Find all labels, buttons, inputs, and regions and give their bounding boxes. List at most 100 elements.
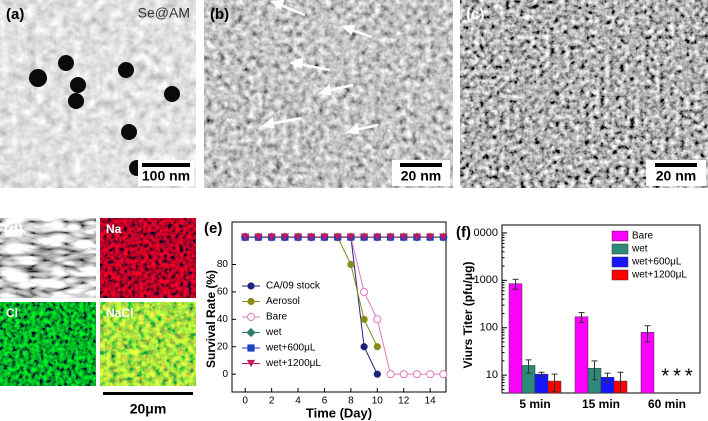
arrows [261, 0, 379, 135]
marker [254, 233, 263, 241]
legend-swatch [611, 243, 629, 255]
marker [386, 233, 395, 241]
legend-label: CA/09 stock [266, 281, 321, 292]
y-tick-label: 0 [222, 369, 228, 380]
legend-label: wet [631, 244, 648, 255]
error-bar [538, 371, 545, 377]
cl-map [0, 302, 96, 386]
bar [574, 316, 589, 394]
marker [346, 233, 355, 241]
marker [373, 370, 381, 378]
y-tick-label: 40 [217, 314, 229, 325]
marker [293, 233, 303, 241]
legend-marker [246, 327, 256, 338]
error-bar [617, 371, 624, 394]
error-bar [512, 278, 519, 290]
error-bar [644, 325, 651, 343]
y-tick-label: 10 [486, 369, 498, 381]
error-bar [604, 372, 611, 383]
y-axis-title: Survival Rate (%) [204, 270, 218, 368]
scale-label: 20μm [130, 401, 167, 417]
marker [267, 233, 276, 241]
y-tick-label: 20 [217, 341, 229, 352]
scale-bar [400, 163, 442, 167]
marker [333, 233, 342, 241]
marker [426, 370, 435, 379]
legend-label: wet+600μL [265, 343, 316, 354]
legend-label: wet+600μL [631, 257, 682, 268]
marker [399, 370, 408, 379]
marker [373, 343, 381, 351]
legend-marker [246, 312, 256, 322]
error-bar [578, 311, 585, 323]
marker [360, 315, 368, 323]
nacl-map [100, 302, 196, 386]
scale-label: 20 nm [401, 168, 441, 184]
x-tick-label: 60 min [648, 397, 686, 411]
marker [359, 287, 369, 297]
eds-maps: (d) Na Cl NaCl 20μm [0, 218, 196, 417]
marker [307, 233, 316, 241]
x-tick-label: 8 [348, 396, 354, 407]
scale-bar [655, 163, 697, 167]
panel-label: (c) [466, 6, 484, 23]
error-bar [551, 373, 558, 393]
x-tick-label: 4 [295, 396, 301, 407]
marker [241, 233, 250, 241]
marker [373, 233, 382, 241]
micrograph-a: (a) Se@AM 100 nm [0, 0, 196, 188]
legend-label: Aerosol [266, 296, 300, 307]
legend-marker [246, 359, 256, 368]
panel-label: (e) [204, 220, 222, 237]
marker [280, 233, 289, 241]
error-bar [525, 359, 532, 374]
annotation: *** [661, 365, 696, 387]
x-axis-title: Time (Day) [306, 405, 372, 420]
x-tick-label: 0 [242, 396, 248, 407]
scale-bar [142, 163, 190, 167]
marker [412, 233, 422, 241]
map-label: NaCl [106, 306, 133, 320]
micrograph-c: (c) 20 nm [460, 0, 708, 188]
panel-label: (d) [4, 221, 23, 238]
legend-label: Bare [632, 231, 654, 242]
map-label: Cl [6, 306, 18, 320]
y-tick-label: 100 [480, 322, 498, 334]
x-tick-label: 2 [269, 396, 275, 407]
bar [534, 373, 549, 394]
panel-label: (b) [210, 6, 229, 23]
x-tick-label: 12 [398, 396, 410, 407]
tem-image [0, 0, 196, 188]
na-map [100, 218, 196, 298]
x-tick-label: 5 min [519, 397, 550, 411]
map-label: Na [106, 222, 122, 236]
nanoparticles [29, 55, 180, 176]
marker [412, 370, 422, 379]
marker [359, 233, 369, 241]
marker [426, 233, 435, 241]
plot-frame [231, 221, 447, 393]
marker [360, 343, 368, 351]
y-tick-label: 80 [217, 259, 229, 270]
legend-swatch [611, 230, 629, 242]
panel-label: (f) [456, 224, 471, 241]
legend-label: wet+1200μL [631, 270, 687, 281]
x-tick-label: 14 [425, 396, 437, 407]
error-bar [591, 360, 598, 381]
legend-marker [247, 344, 255, 352]
marker [373, 315, 382, 324]
sem-image [0, 218, 96, 298]
bar [508, 283, 523, 394]
legend-marker [247, 297, 255, 306]
legend-swatch [611, 256, 629, 268]
legend-label: wet+1200μL [265, 358, 321, 369]
legend-marker [247, 282, 255, 290]
y-axis-title: Viurs Titer (pfu/μg) [461, 262, 475, 369]
micrograph-b: (b) 20 nm [204, 0, 453, 188]
legend-swatch [611, 269, 629, 281]
marker [399, 233, 408, 241]
scale-label: 20 nm [656, 168, 696, 184]
x-tick-label: 10 [372, 396, 384, 407]
